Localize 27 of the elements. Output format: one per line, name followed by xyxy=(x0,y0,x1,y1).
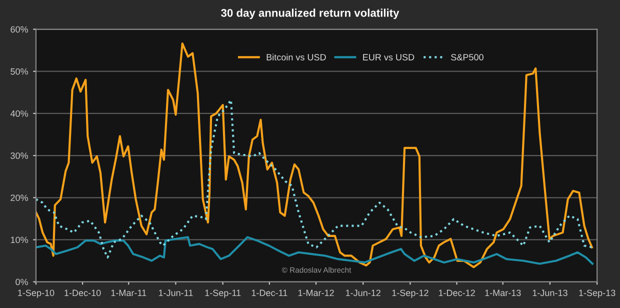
legend-label: Bitcoin vs USD xyxy=(266,54,326,60)
x-tick-label: 1-Mar-13 xyxy=(485,290,521,296)
chart-title: 30 day annualized return volatility xyxy=(221,8,400,20)
x-tick-label: 1-Sep-10 xyxy=(18,290,54,298)
x-tick-label: 1-Sep-13 xyxy=(579,290,616,298)
line-series xyxy=(36,236,594,265)
y-tick-label: 30% xyxy=(10,152,28,159)
y-tick-label: 10% xyxy=(10,236,28,244)
x-tick-label: 1-Dec-11 xyxy=(252,290,288,296)
x-tick-label: 1-Sep-12 xyxy=(392,290,428,298)
y-tick-label: 60% xyxy=(10,26,28,33)
x-tick-label: 1-Jun-13 xyxy=(532,290,568,296)
line-series xyxy=(36,42,593,268)
legend-label: EUR vs USD xyxy=(363,54,414,60)
x-tick-label: 1-Jun-12 xyxy=(346,290,380,296)
y-tick-label: 50% xyxy=(10,68,28,75)
x-tick-label: 1-Dec-12 xyxy=(438,290,475,296)
line-series xyxy=(36,98,593,258)
y-tick-label: 0% xyxy=(16,278,28,286)
x-tick-label: 1-Mar-11 xyxy=(111,290,146,296)
x-tick-label: 1-Dec-10 xyxy=(64,290,101,296)
legend-label: S&P500 xyxy=(451,54,484,60)
x-tick-label: 1-Jun-11 xyxy=(158,290,193,296)
x-tick-label: 1-Sep-11 xyxy=(205,290,241,298)
y-tick-label: 40% xyxy=(10,110,28,117)
y-tick-label: 20% xyxy=(10,194,28,201)
x-tick-label: 1-Mar-12 xyxy=(298,290,334,296)
